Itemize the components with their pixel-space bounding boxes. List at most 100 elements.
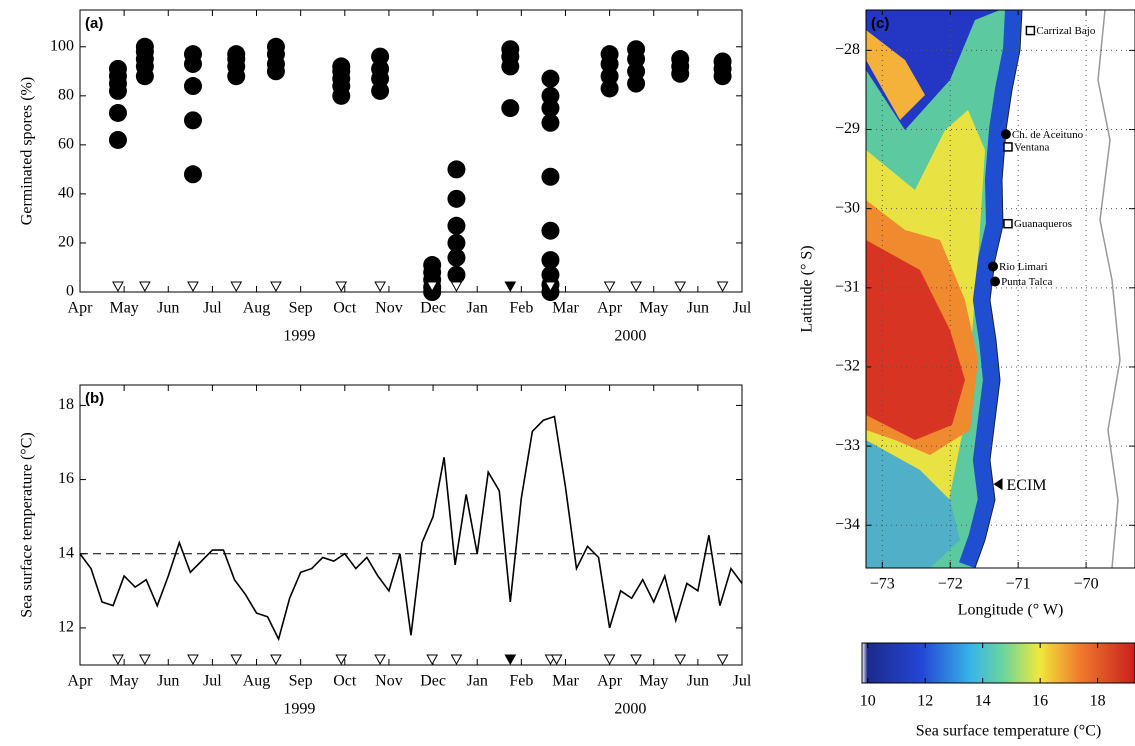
- data-point: [266, 37, 285, 56]
- sampling-marker: [630, 654, 642, 666]
- sampling-marker: [450, 281, 463, 293]
- site-label: Guanaqueros: [1014, 218, 1072, 230]
- sampling-marker: [674, 281, 687, 293]
- sampling-marker: [270, 654, 282, 666]
- x-tick-label: May: [109, 673, 138, 690]
- data-point: [541, 86, 560, 105]
- site-marker: [988, 261, 999, 272]
- sampling-marker: [544, 281, 557, 293]
- data-point: [501, 40, 520, 59]
- sampling-marker: [630, 281, 642, 293]
- x-tick-label: Aug: [243, 673, 271, 690]
- x-tick-label: Aug: [243, 300, 271, 317]
- sst-map-image: [866, 10, 1134, 568]
- x-tick-label: May: [109, 300, 138, 317]
- x-tick-label: Jun: [687, 300, 709, 317]
- x-tick-label: Oct: [333, 300, 357, 317]
- sampling-marker: [335, 281, 348, 293]
- x-tick-label: Mar: [552, 673, 579, 690]
- x-tick-label: Feb: [509, 300, 533, 317]
- data-point: [541, 113, 560, 132]
- data-point: [627, 40, 646, 59]
- sampling-marker: [426, 281, 439, 293]
- data-point: [541, 221, 560, 240]
- data-point: [371, 47, 390, 66]
- x-tick-label: Jun: [687, 673, 709, 690]
- site-marker: [1025, 25, 1036, 36]
- axes-frame: [79, 9, 743, 293]
- data-point: [447, 216, 466, 235]
- y-tick-label: −32: [835, 358, 860, 375]
- data-point: [108, 130, 127, 149]
- y-tick-label: 16: [58, 470, 74, 487]
- data-point: [501, 99, 520, 118]
- x-tick-label: Jul: [733, 300, 752, 317]
- y-tick-label: 80: [58, 86, 74, 103]
- sampling-marker: [230, 654, 243, 666]
- colorbar-tick-label: 16: [1032, 693, 1048, 710]
- x-tick-label: Dec: [420, 300, 446, 317]
- data-point: [447, 265, 466, 284]
- data-point: [447, 233, 466, 252]
- x-tick-label: May: [639, 300, 668, 317]
- x-tick-label: Jul: [733, 673, 752, 690]
- x-tick-label: −70: [1074, 576, 1099, 593]
- sampling-marker: [139, 281, 151, 293]
- site-marker: [993, 478, 1003, 491]
- sampling-marker: [716, 654, 729, 666]
- data-point: [423, 256, 442, 275]
- sampling-marker: [187, 281, 199, 293]
- sampling-marker: [674, 654, 687, 666]
- y-axis-label: Latitude (° S): [799, 245, 816, 332]
- site-marker: [1003, 218, 1013, 229]
- data-point: [447, 189, 466, 208]
- year-label: 2000: [614, 328, 646, 345]
- x-tick-label: Jul: [203, 673, 222, 690]
- panel-label: (c): [871, 15, 889, 32]
- data-point: [332, 57, 351, 76]
- y-tick-label: −29: [835, 120, 860, 137]
- x-tick-label: Nov: [375, 673, 403, 690]
- sampling-marker: [112, 654, 124, 666]
- sampling-marker: [426, 654, 439, 666]
- x-tick-label: Apr: [68, 300, 94, 317]
- x-tick-label: Mar: [552, 300, 579, 317]
- data-point: [541, 265, 560, 284]
- data-point: [713, 52, 732, 71]
- data-point: [541, 251, 560, 270]
- colorbar-tick-label: 14: [975, 693, 991, 710]
- x-tick-label: Feb: [509, 673, 533, 690]
- sampling-marker: [450, 654, 463, 666]
- x-tick-label: Apr: [68, 673, 94, 690]
- x-tick-label: Dec: [420, 673, 446, 690]
- data-point: [447, 160, 466, 179]
- data-point: [447, 248, 466, 267]
- sampling-marker: [550, 654, 563, 666]
- y-tick-label: −34: [835, 516, 860, 533]
- sampling-marker: [230, 281, 243, 293]
- sampling-marker: [139, 654, 151, 666]
- x-tick-label: Oct: [333, 673, 357, 690]
- year-label: 2000: [614, 701, 646, 718]
- sst-line: [79, 415, 743, 642]
- site-label: Carrizal Bajo: [1036, 25, 1095, 37]
- x-tick-label: Apr: [597, 673, 623, 690]
- x-tick-label: Jun: [157, 300, 179, 317]
- sampling-marker: [187, 654, 199, 666]
- axes-frame: [79, 384, 743, 666]
- site-label: Ventana: [1014, 141, 1050, 153]
- y-tick-label: 14: [58, 544, 74, 561]
- y-axis-label: Germinated spores (%): [19, 77, 36, 225]
- y-tick-label: 18: [58, 396, 74, 413]
- data-point: [108, 59, 127, 78]
- x-tick-label: −72: [938, 576, 963, 593]
- x-tick-label: Jan: [467, 300, 488, 317]
- y-tick-label: −33: [835, 437, 860, 454]
- data-point: [600, 45, 619, 64]
- site-label: Ch. de Aceituno: [1012, 129, 1084, 141]
- data-point: [183, 77, 202, 96]
- site-label: Rio Limari: [999, 261, 1048, 273]
- x-tick-label: −71: [1006, 576, 1031, 593]
- panel-label: (a): [85, 15, 103, 32]
